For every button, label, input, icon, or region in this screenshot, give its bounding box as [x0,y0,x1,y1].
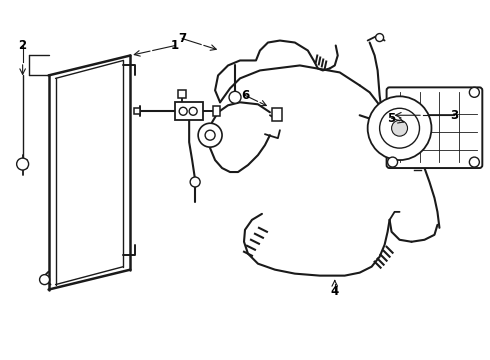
Bar [272,108,282,121]
Text: 5: 5 [388,112,396,125]
Text: 1: 1 [171,39,179,52]
Circle shape [198,123,222,147]
Circle shape [179,107,187,115]
Bar [178,90,186,98]
Circle shape [229,91,241,103]
Circle shape [190,177,200,187]
Circle shape [380,108,419,148]
Circle shape [469,87,479,97]
Bar [213,106,220,116]
Circle shape [392,120,408,136]
Text: 2: 2 [19,39,26,52]
Circle shape [368,96,432,160]
Circle shape [388,157,397,167]
Text: 3: 3 [450,109,459,122]
Circle shape [40,275,49,285]
Circle shape [17,158,28,170]
Text: 6: 6 [241,89,249,102]
Bar [134,108,140,114]
Circle shape [416,117,423,125]
Text: 7: 7 [178,32,186,45]
Text: 4: 4 [331,285,339,298]
FancyBboxPatch shape [387,87,482,168]
Circle shape [409,117,416,125]
Circle shape [469,157,479,167]
Circle shape [205,130,215,140]
Circle shape [376,33,384,41]
Bar [175,102,203,120]
Circle shape [189,107,197,115]
Bar [408,114,425,128]
